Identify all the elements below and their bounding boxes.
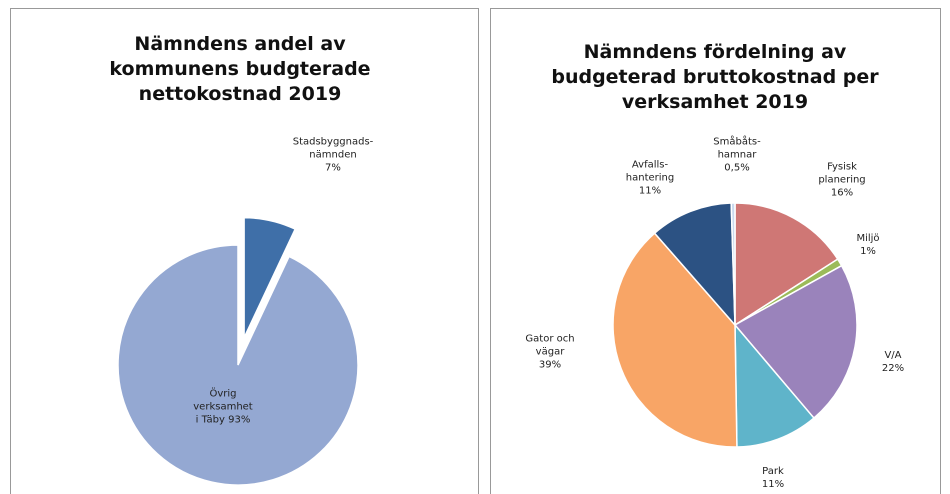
category-label: Fysisk planering <box>818 161 866 186</box>
value-label: 22% <box>881 363 905 374</box>
pie-slice <box>730 202 736 326</box>
slice-label: Gator och vägar 39% <box>525 333 574 372</box>
slice-label: Stadsbyggnads- nämnden 7% <box>293 136 374 175</box>
value-label: 11% <box>638 185 662 197</box>
category-label: Gator och vägar <box>525 333 575 358</box>
pie-slice <box>117 244 359 486</box>
pie-slice <box>734 202 839 327</box>
value-label: 7% <box>325 162 341 174</box>
slice-label: Miljö 1% <box>856 232 879 258</box>
category-label: Avfalls- hantering <box>625 159 675 184</box>
category-label: Park <box>762 466 784 477</box>
value-label: 39% <box>538 359 562 371</box>
slice-label: Fysisk planering 16% <box>818 161 865 200</box>
value-label: 11% <box>761 479 785 490</box>
category-label: Småbåts- hamnar <box>713 136 761 161</box>
slice-label: V/A 22% <box>882 349 904 375</box>
category-label: Miljö <box>856 233 880 244</box>
slice-label: Övrig verksamhet i Täby 93% <box>193 388 252 427</box>
chart-title: Nämndens fördelning av budgeterad brutto… <box>551 41 879 113</box>
pie-slice <box>243 216 297 338</box>
chart-title: Nämndens andel av kommunens budgterade n… <box>109 33 371 105</box>
value-label: 16% <box>830 187 854 199</box>
category-label: V/A <box>884 350 902 361</box>
value-label: 1% <box>860 246 876 257</box>
slice-label: Avfalls- hantering 11% <box>626 159 674 198</box>
pie-slice <box>612 232 738 448</box>
category-label: Stadsbyggnads- nämnden <box>292 136 374 161</box>
slice-label: Småbåts- hamnar 0,5% <box>713 136 760 175</box>
pie-slice <box>733 264 858 420</box>
category-label: Övrig verksamhet i Täby <box>193 388 253 426</box>
value-label: 0,5% <box>724 162 750 174</box>
pie-slice <box>734 322 815 448</box>
slice-label: Park 11% <box>762 465 784 491</box>
value-label: 93% <box>228 414 251 426</box>
pie-slice <box>653 202 736 328</box>
